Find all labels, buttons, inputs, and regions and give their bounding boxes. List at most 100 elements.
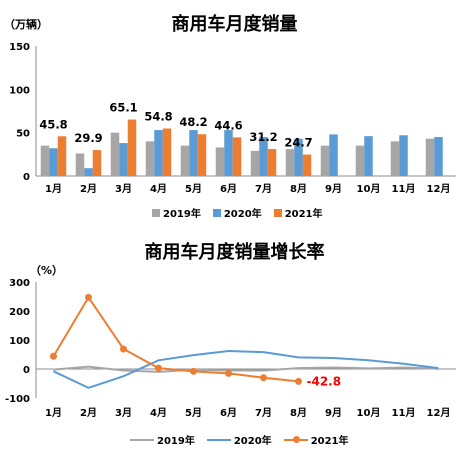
- bar: [119, 143, 128, 176]
- x-tick-label: 1月: [45, 183, 62, 195]
- data-point: [295, 377, 302, 385]
- legend-item: 2020年: [212, 205, 262, 220]
- x-tick-label: 1月: [45, 407, 62, 419]
- legend-item: 2021年: [283, 432, 349, 447]
- bar: [329, 134, 338, 176]
- line-chart-legend: 2019年 2020年 2021年: [130, 432, 361, 447]
- bar: [285, 149, 295, 176]
- y-tick-label: 300: [9, 278, 30, 289]
- bar-chart-panel: 商用车月度销量 （万辆） 0 50 100 150 1月 2月 3月 4月 5月 6月 7月 8月 9月…: [4, 14, 456, 220]
- y-tick-label: 150: [9, 42, 30, 53]
- legend-label: 2019年: [157, 436, 195, 447]
- bar: [320, 145, 330, 176]
- bar: [355, 145, 365, 176]
- y-tick-label: 0: [23, 172, 30, 183]
- bar: [434, 137, 443, 176]
- data-label: 45.8: [39, 117, 67, 131]
- x-tick-label: 2月: [80, 407, 97, 419]
- data-label: 44.6: [214, 118, 242, 132]
- data-label: 48.2: [179, 115, 207, 129]
- y-tick-label: 50: [16, 129, 30, 140]
- bar: [259, 137, 268, 176]
- bar: [294, 138, 303, 176]
- bar: [267, 148, 277, 176]
- legend-label: 2020年: [223, 209, 262, 220]
- data-point: [260, 374, 267, 382]
- x-tick-label: 9月: [325, 407, 342, 419]
- data-label: 24.7: [284, 136, 312, 150]
- x-tick-label: 3月: [115, 183, 132, 195]
- x-tick-label: 11月: [392, 183, 416, 195]
- x-tick-label: 6月: [220, 407, 237, 419]
- bar: [215, 147, 225, 176]
- line-chart: -100 0 100 200 300 1月 2月 3月 4月 5月 6月 7月 8月 9月 10月 11月 12…: [5, 278, 456, 419]
- legend-item: 2019年: [130, 432, 195, 447]
- legend-swatch: [206, 438, 231, 441]
- bar: [425, 138, 435, 176]
- data-label: 31.2: [249, 130, 277, 144]
- x-tick-label: 10月: [357, 407, 381, 419]
- y-tick-label: 0: [23, 365, 30, 376]
- x-tick-label: 7月: [255, 183, 272, 195]
- bar-chart-legend: 2019年 2020年 2021年: [152, 205, 335, 220]
- bar: [92, 150, 102, 176]
- bar: [189, 130, 198, 176]
- bar: [162, 128, 172, 176]
- bar: [232, 137, 242, 176]
- line-chart-unit-label: （%）: [30, 264, 64, 277]
- line-chart-title: 商用车月度销量增长率: [144, 242, 325, 263]
- legend-item: 2020年: [206, 432, 272, 447]
- legend-item: 2019年: [152, 205, 201, 220]
- x-tick-label: 8月: [290, 183, 307, 195]
- bar: [250, 150, 260, 176]
- x-tick-label: 6月: [220, 183, 237, 195]
- y-tick-label: 200: [9, 307, 30, 318]
- x-tick-label: 4月: [150, 183, 167, 195]
- series-line: [53, 365, 439, 373]
- data-point: [120, 345, 127, 353]
- x-tick-label: 3月: [115, 407, 132, 419]
- legend-item: 2021年: [273, 205, 323, 220]
- bar: [84, 168, 93, 176]
- bar: [197, 134, 207, 176]
- x-tick-label: 11月: [392, 407, 416, 419]
- legend-label: 2021年: [284, 209, 323, 220]
- bar: [49, 148, 58, 176]
- bar: [399, 135, 408, 176]
- x-tick-label: 9月: [325, 183, 342, 195]
- series-line: [52, 295, 299, 383]
- data-label: 65.1: [109, 101, 137, 115]
- x-tick-label: 8月: [290, 407, 307, 419]
- legend-label: 2020年: [233, 436, 272, 447]
- legend-swatch: [283, 435, 308, 443]
- data-point: [225, 369, 232, 377]
- y-tick-label: 100: [9, 336, 30, 347]
- bar: [154, 130, 163, 176]
- bar: [75, 153, 85, 176]
- line-chart-panel: 商用车月度销量增长率 （%） -100 0 100 200 300 1月 2月 3月 4月 5月 6…: [0, 228, 469, 456]
- bar: [110, 132, 120, 176]
- data-label: 54.8: [144, 110, 172, 124]
- bar: [127, 119, 137, 176]
- x-tick-label: 5月: [185, 407, 202, 419]
- data-point: [50, 352, 57, 360]
- legend-swatch: [130, 438, 154, 441]
- data-point: [155, 364, 162, 372]
- legend-swatch: [152, 208, 160, 217]
- bar: [364, 136, 373, 176]
- data-label: 29.9: [74, 131, 102, 145]
- bar-chart-unit-label: （万辆）: [4, 18, 48, 31]
- y-tick-label: -100: [5, 394, 30, 405]
- series-line: [53, 350, 439, 389]
- legend-label: 2021年: [310, 436, 349, 447]
- data-point: [85, 293, 92, 301]
- bar-chart-title: 商用车月度销量: [171, 14, 298, 35]
- bar-chart: 0 50 100 150 1月 2月 3月 4月 5月 6月 7月 8月 9月 10月 11月 12月 45.8…: [9, 42, 456, 195]
- data-point: [190, 367, 197, 375]
- bar: [302, 154, 312, 176]
- x-tick-label: 5月: [185, 183, 202, 195]
- x-tick-label: 4月: [150, 407, 167, 419]
- bar: [390, 141, 400, 176]
- legend-swatch: [212, 208, 221, 217]
- x-tick-label: 2月: [80, 183, 97, 195]
